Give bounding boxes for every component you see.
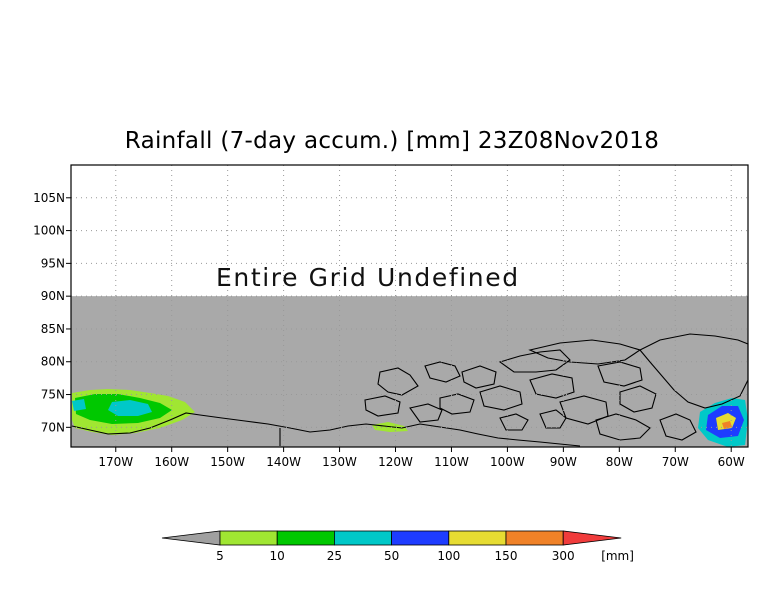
lat-tick-label: 80N xyxy=(41,355,65,369)
colorbar-bin xyxy=(391,530,450,546)
lat-tick-label: 90N xyxy=(41,289,65,303)
lat-tick-label: 100N xyxy=(33,224,65,238)
colorbar-label: 25 xyxy=(327,549,342,563)
colorbar-label: 5 xyxy=(216,549,224,563)
lon-tick-label: 140W xyxy=(266,455,301,469)
colorbar-bin xyxy=(276,530,335,546)
lon-tick-label: 80W xyxy=(606,455,633,469)
rainfall-patches xyxy=(72,389,748,447)
colorbar-below-triangle xyxy=(161,530,221,546)
colorbar-bin xyxy=(505,530,564,546)
lon-tick-label: 100W xyxy=(490,455,525,469)
lon-tick-label: 60W xyxy=(718,455,745,469)
colorbar-above-triangle xyxy=(562,530,622,546)
coastlines xyxy=(71,333,749,447)
lat-tick-label: 85N xyxy=(41,322,65,336)
lat-tick-label: 75N xyxy=(41,388,65,402)
colorbar-label: 150 xyxy=(495,549,518,563)
lon-tick-label: 120W xyxy=(378,455,413,469)
colorbar: 5 10 25 50 100 150 300 [mm] xyxy=(161,530,634,563)
map-grid xyxy=(71,165,748,447)
colorbar-unit: [mm] xyxy=(601,549,634,563)
undefined-data-area xyxy=(71,296,748,447)
lat-tick-label: 70N xyxy=(41,420,65,434)
lat-tick-label: 105N xyxy=(33,191,65,205)
lat-tick-label: 95N xyxy=(41,256,65,270)
colorbar-label: 10 xyxy=(270,549,285,563)
colorbar-label: 50 xyxy=(384,549,399,563)
lon-tick-label: 130W xyxy=(322,455,357,469)
rainfall-patch-alaska-core xyxy=(108,400,152,416)
lon-tick-label: 170W xyxy=(98,455,133,469)
lon-tick-label: 70W xyxy=(662,455,689,469)
map-title: Rainfall (7-day accum.) [mm] 23Z08Nov201… xyxy=(124,128,660,154)
lon-tick-label: 110W xyxy=(434,455,469,469)
colorbar-label: 300 xyxy=(552,549,575,563)
colorbar-label: 100 xyxy=(437,549,460,563)
lon-tick-label: 160W xyxy=(154,455,189,469)
longitude-axis: 170W 160W 150W 140W 130W 120W 110W 100W 90W 80W 70… xyxy=(98,447,745,469)
lon-tick-label: 90W xyxy=(550,455,577,469)
map-frame xyxy=(70,164,749,448)
rainfall-patch-coast-small xyxy=(72,399,86,411)
undefined-grid-notice: Entire Grid Undefined xyxy=(216,263,520,292)
colorbar-bin xyxy=(333,530,392,546)
lon-tick-label: 150W xyxy=(210,455,245,469)
rainfall-patch-greenland-orange xyxy=(722,421,732,429)
latitude-axis: 105N 100N 95N 90N 85N 80N 75N 70N xyxy=(33,191,71,434)
colorbar-bin xyxy=(219,530,278,546)
colorbar-bin xyxy=(448,530,507,546)
